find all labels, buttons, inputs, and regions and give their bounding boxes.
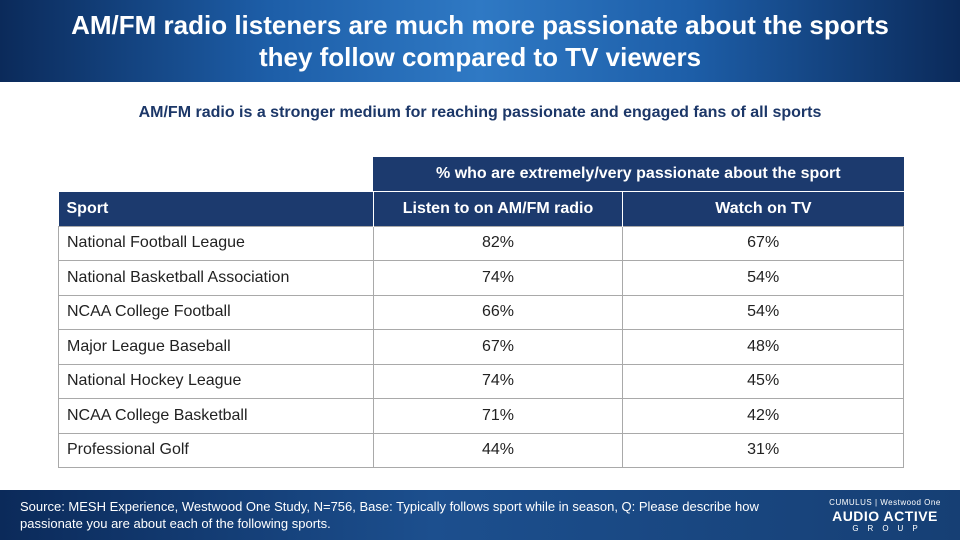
- source-note: Source: MESH Experience, Westwood One St…: [20, 499, 759, 531]
- radio-value-cell: 67%: [372, 329, 624, 365]
- column-header-sport: Sport: [58, 191, 374, 226]
- sport-cell: Professional Golf: [58, 432, 374, 468]
- footer-bar: Source: MESH Experience, Westwood One St…: [0, 490, 960, 540]
- sport-cell: National Hockey League: [58, 363, 374, 399]
- column-header-tv: Watch on TV: [622, 191, 904, 226]
- tv-value-cell: 48%: [622, 329, 904, 365]
- tv-value-cell: 67%: [622, 225, 904, 261]
- tv-value-cell: 45%: [622, 363, 904, 399]
- tv-value-cell: 42%: [622, 398, 904, 434]
- radio-value-cell: 82%: [372, 225, 624, 261]
- table-group-header-row: % who are extremely/very passionate abou…: [59, 157, 904, 192]
- tv-value-cell: 54%: [622, 294, 904, 330]
- logo-sub-text: GROUP: [852, 524, 927, 533]
- tv-value-cell: 31%: [622, 432, 904, 468]
- radio-value-cell: 74%: [372, 260, 624, 296]
- column-header-radio: Listen to on AM/FM radio: [372, 191, 623, 226]
- table-row: Professional Golf 44% 31%: [58, 432, 904, 468]
- audio-active-group-logo: CUMULUS | Westwood One AUDIO ACTIVE GROU…: [820, 498, 950, 536]
- sport-cell: National Basketball Association: [58, 260, 374, 296]
- sport-cell: NCAA College Football: [58, 294, 374, 330]
- table-row: National Hockey League 74% 45%: [58, 363, 904, 399]
- table-row: National Football League 82% 67%: [58, 225, 904, 261]
- table-header-row: Sport Listen to on AM/FM radio Watch on …: [58, 191, 904, 226]
- sport-cell: NCAA College Basketball: [58, 398, 374, 434]
- radio-value-cell: 66%: [372, 294, 624, 330]
- slide-subtitle: AM/FM radio is a stronger medium for rea…: [138, 104, 822, 121]
- table-row: National Basketball Association 74% 54%: [58, 260, 904, 296]
- table-row: NCAA College Basketball 71% 42%: [58, 398, 904, 434]
- slide-title: AM/FM radio listeners are much more pass…: [71, 10, 889, 72]
- radio-value-cell: 44%: [372, 432, 624, 468]
- table-row: NCAA College Football 66% 54%: [58, 294, 904, 330]
- sport-cell: National Football League: [58, 225, 374, 261]
- table-group-header: % who are extremely/very passionate abou…: [373, 157, 904, 192]
- sport-cell: Major League Baseball: [58, 329, 374, 365]
- passion-table: % who are extremely/very passionate abou…: [58, 157, 904, 468]
- table-row: Major League Baseball 67% 48%: [58, 329, 904, 365]
- radio-value-cell: 71%: [372, 398, 624, 434]
- logo-main-text: AUDIO ACTIVE: [832, 508, 938, 524]
- tv-value-cell: 54%: [622, 260, 904, 296]
- title-banner: AM/FM radio listeners are much more pass…: [0, 0, 960, 82]
- table-corner-blank: [59, 157, 374, 192]
- radio-value-cell: 74%: [372, 363, 624, 399]
- logo-top-text: CUMULUS | Westwood One: [829, 498, 941, 507]
